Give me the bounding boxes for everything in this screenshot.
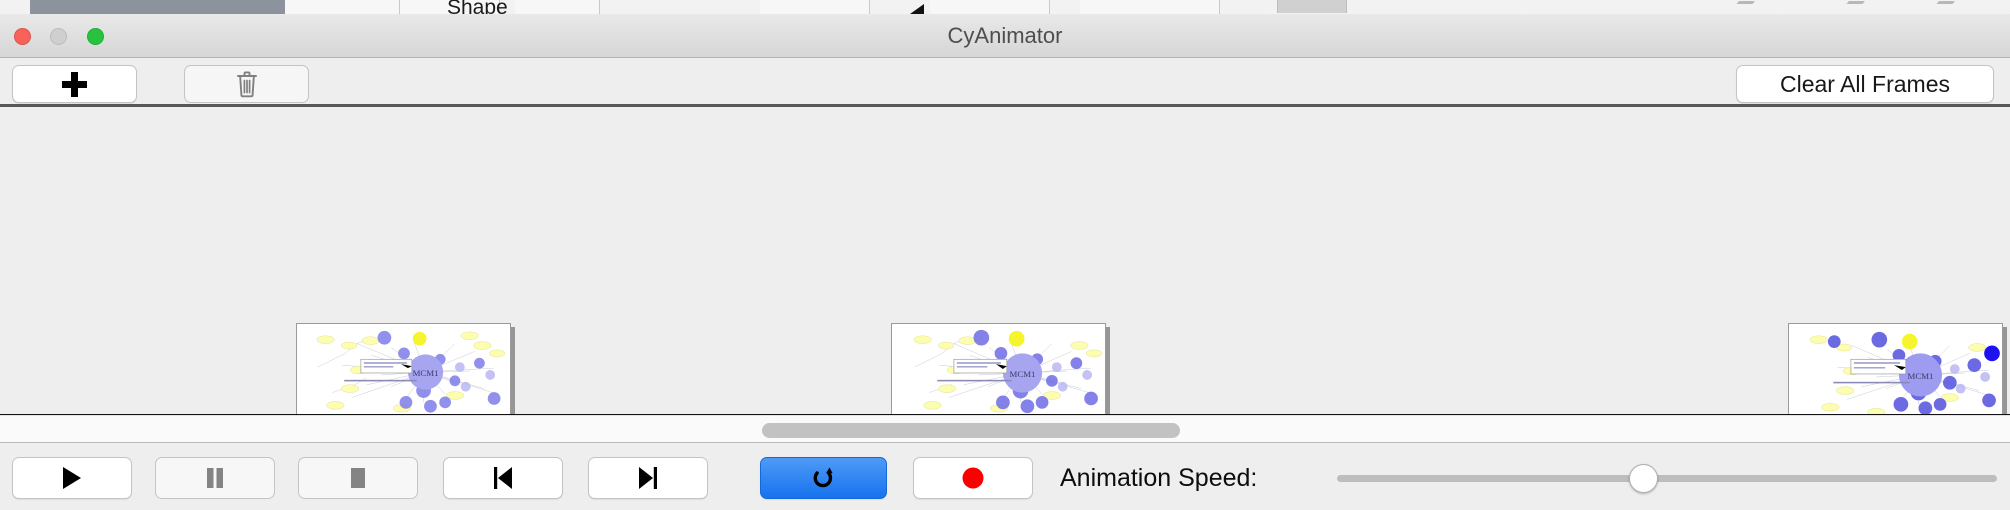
skip-back-icon <box>494 467 512 489</box>
play-icon <box>63 467 81 489</box>
frame-thumbnail[interactable]: MCM1 <box>891 323 1106 415</box>
frame-thumbnail[interactable]: MCM1 <box>296 323 511 415</box>
title-bar: CyAnimator <box>0 14 2010 58</box>
add-frame-button[interactable] <box>12 65 137 103</box>
background-cell <box>400 0 500 14</box>
background-window-label: Shape <box>447 0 508 14</box>
pause-button[interactable] <box>155 457 275 499</box>
background-cell <box>515 0 600 14</box>
toolbar: Clear All Frames <box>0 58 2010 107</box>
loop-icon <box>813 467 833 488</box>
stop-icon <box>351 468 365 488</box>
svg-text:MCM1: MCM1 <box>1908 371 1934 381</box>
network-graph-preview: MCM1 <box>893 324 1104 415</box>
frame-thumbnail[interactable]: MCM1 <box>1788 323 2003 415</box>
axis-line <box>0 414 2010 415</box>
background-cell <box>1080 0 1220 14</box>
svg-text:MCM1: MCM1 <box>413 368 439 378</box>
background-window-strip: Shape <box>0 0 2010 14</box>
background-cell <box>930 0 1050 14</box>
animation-speed-label: Animation Speed: <box>1060 464 1258 492</box>
skip-to-last-frame-button[interactable] <box>588 457 708 499</box>
minimize-button[interactable] <box>50 28 67 45</box>
maximize-button[interactable] <box>87 28 104 45</box>
background-mark <box>1841 1 1865 11</box>
skip-to-first-frame-button[interactable] <box>443 457 563 499</box>
clear-all-frames-button[interactable]: Clear All Frames <box>1736 65 1994 103</box>
background-gray-chip <box>1277 0 1347 13</box>
slider-knob[interactable] <box>1629 464 1658 493</box>
background-dark-chip <box>30 0 285 14</box>
skip-forward-icon <box>639 467 657 489</box>
record-icon <box>962 467 984 489</box>
window-title: CyAnimator <box>947 23 1063 48</box>
playback-control-bar: Animation Speed: <box>0 444 2010 510</box>
network-graph-preview: MCM1 <box>1790 324 2001 415</box>
timeline-scrollbar[interactable] <box>0 415 2010 443</box>
slider-track[interactable] <box>1337 475 1997 482</box>
background-cell <box>285 0 400 14</box>
background-mark <box>1931 1 1955 11</box>
play-button[interactable] <box>12 457 132 499</box>
timeline-axis: 12 13 14 15 16 17 18 Seconds <box>0 414 2010 415</box>
record-button[interactable] <box>913 457 1033 499</box>
scrollbar-thumb[interactable] <box>762 423 1180 438</box>
background-cell <box>760 0 870 14</box>
animation-speed-slider[interactable] <box>1337 457 1997 499</box>
timeline-panel[interactable]: MCM1 <box>0 110 2010 415</box>
close-button[interactable] <box>14 28 31 45</box>
stop-button[interactable] <box>298 457 418 499</box>
background-mark <box>1731 1 1755 11</box>
trash-icon <box>236 71 257 98</box>
plus-icon <box>61 71 88 98</box>
pause-icon <box>207 468 223 488</box>
delete-frame-button[interactable] <box>184 65 309 103</box>
loop-button[interactable] <box>760 457 887 499</box>
network-graph-preview: MCM1 <box>298 324 509 415</box>
svg-text:MCM1: MCM1 <box>1010 369 1036 379</box>
background-cursor-wedge <box>910 4 924 14</box>
